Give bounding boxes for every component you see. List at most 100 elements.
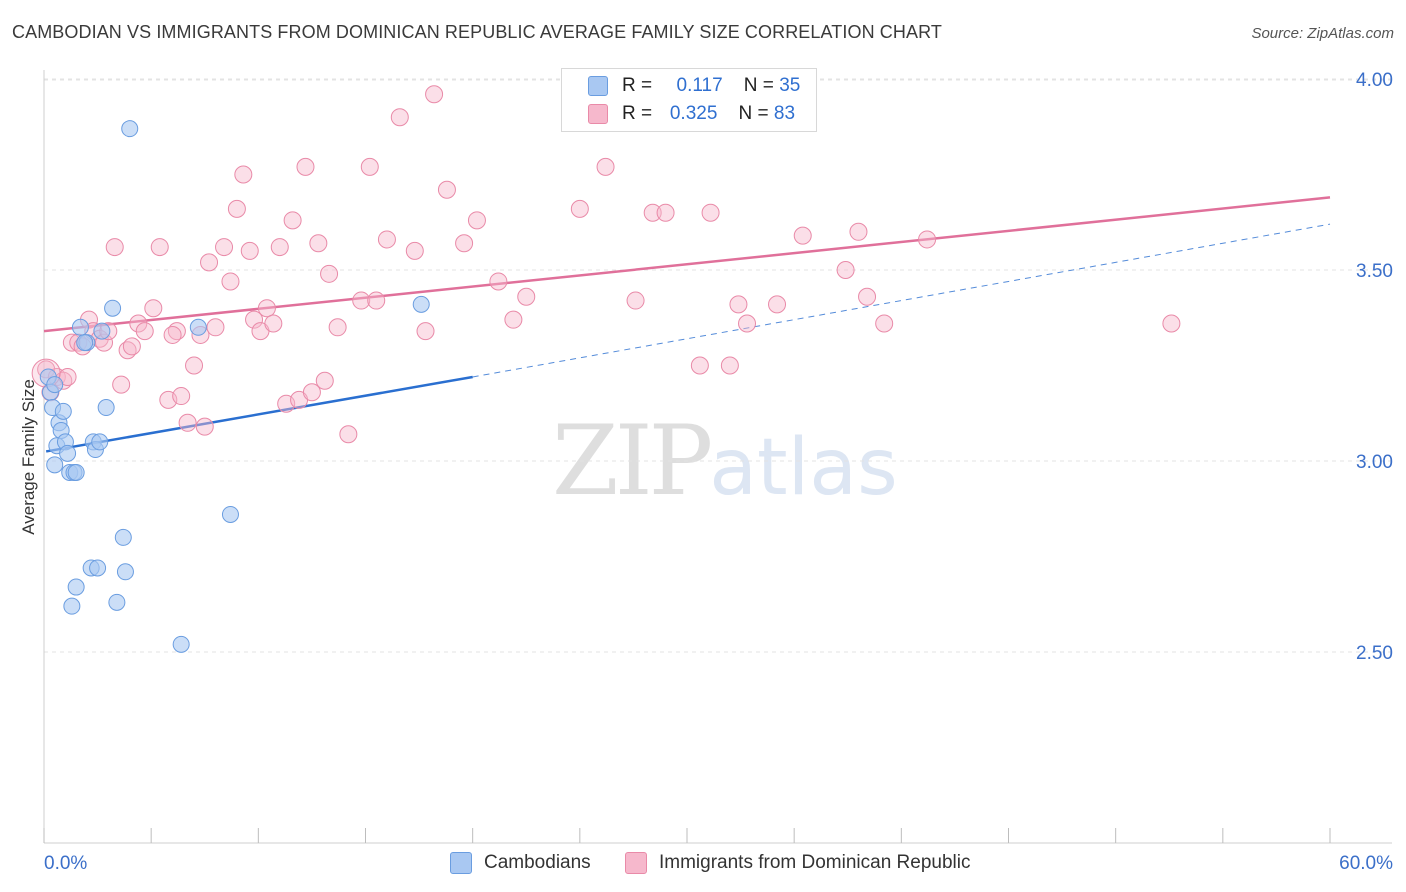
- data-point-cambodian: [63, 597, 81, 615]
- data-point-dominican: [405, 241, 424, 260]
- data-point-cambodian: [67, 578, 85, 596]
- data-point-dominican: [270, 238, 289, 257]
- watermark-atlas: atlas: [709, 423, 898, 513]
- data-point-cambodian: [172, 635, 190, 653]
- legend-r-value: 0.117: [676, 75, 723, 96]
- data-point-dominican: [245, 310, 264, 329]
- data-point-dominican: [178, 413, 197, 432]
- data-point-cambodian: [91, 433, 109, 451]
- data-point-dominican: [163, 325, 182, 344]
- y-tick-label: 2.50: [1356, 643, 1393, 664]
- data-point-cambodian: [189, 318, 207, 336]
- data-point-dominican: [296, 157, 315, 176]
- legend-row-cambodians: R = 0.117 N = 35: [588, 74, 800, 98]
- legend-label-dominican: Immigrants from Dominican Republic: [659, 852, 971, 873]
- legend-label-cambodians: Cambodians: [484, 852, 591, 873]
- data-point-dominican: [729, 295, 748, 314]
- data-point-dominican: [570, 199, 589, 218]
- data-point-dominican: [360, 157, 379, 176]
- data-point-dominican: [264, 314, 283, 333]
- y-tick-label: 4.00: [1356, 70, 1393, 91]
- trend-line-cambodian-extension: [472, 223, 1331, 378]
- data-point-dominican: [112, 375, 131, 394]
- legend-r-label: R =: [622, 103, 653, 124]
- data-point-dominican: [257, 299, 276, 318]
- data-point-dominican: [467, 211, 486, 230]
- y-tick-label: 3.50: [1356, 261, 1393, 282]
- data-point-dominican: [234, 165, 253, 184]
- legend-swatch-cambodians: [450, 852, 472, 874]
- data-point-dominican: [720, 356, 739, 375]
- data-point-dominican: [215, 238, 234, 257]
- legend-item-cambodians[interactable]: Cambodians: [450, 852, 591, 874]
- data-point-cambodian: [46, 376, 64, 394]
- data-point-dominican: [768, 295, 787, 314]
- legend-r-label: R =: [622, 75, 653, 96]
- data-point-dominican: [129, 314, 148, 333]
- data-point-dominican: [437, 180, 456, 199]
- data-point-dominican: [793, 226, 812, 245]
- data-point-dominican: [858, 287, 877, 306]
- data-point-cambodian: [121, 120, 139, 138]
- data-point-dominican: [489, 272, 508, 291]
- source-label: Source: ZipAtlas.com: [1251, 25, 1394, 42]
- x-tick-label: 0.0%: [44, 853, 87, 874]
- gridlines: [44, 78, 1392, 653]
- legend-r-value: 0.325: [669, 103, 718, 124]
- data-point-dominican: [425, 85, 444, 104]
- data-point-dominican: [221, 272, 240, 291]
- trend-line-cambodian: [45, 375, 473, 453]
- data-point-dominican: [918, 230, 937, 249]
- data-point-cambodian: [412, 295, 430, 313]
- data-point-dominican: [315, 371, 334, 390]
- y-axis-label: Average Family Size: [19, 379, 38, 535]
- data-point-cambodian: [46, 456, 64, 474]
- data-point-dominican: [58, 367, 77, 386]
- data-point-cambodian: [89, 559, 107, 577]
- legend-n-value: 35: [779, 75, 801, 96]
- data-point-dominican: [200, 253, 219, 272]
- data-point-dominican: [836, 261, 855, 279]
- legend-item-dominican[interactable]: Immigrants from Dominican Republic: [625, 852, 971, 874]
- legend-n-label: N =: [738, 103, 769, 124]
- data-point-cambodian: [71, 318, 89, 336]
- data-point-dominican: [122, 337, 141, 356]
- data-point-dominican: [875, 314, 894, 333]
- data-point-dominican: [1162, 314, 1181, 333]
- data-point-dominican: [849, 222, 868, 241]
- watermark: ZIPatlas: [552, 405, 898, 517]
- data-point-dominican: [309, 234, 328, 253]
- legend-n-value: 83: [773, 103, 796, 124]
- data-point-dominican: [455, 234, 474, 253]
- x-tick-label: 60.0%: [1339, 853, 1393, 874]
- data-point-dominican: [150, 238, 169, 257]
- data-point-dominican: [144, 299, 163, 318]
- data-point-dominican: [690, 356, 709, 375]
- legend-swatch-pink: [588, 104, 608, 124]
- data-point-dominican: [185, 356, 204, 375]
- data-point-cambodian: [114, 528, 132, 546]
- chart-title: CAMBODIAN VS IMMIGRANTS FROM DOMINICAN R…: [12, 22, 942, 42]
- data-point-dominican: [283, 211, 302, 230]
- data-point-cambodian: [59, 444, 77, 462]
- data-point-dominican: [352, 291, 371, 310]
- data-point-dominican: [390, 108, 409, 127]
- data-point-cambodian: [54, 402, 72, 420]
- correlation-legend: R = 0.117 N = 35 R = 0.325 N = 83: [561, 68, 817, 132]
- data-point-cambodian: [76, 334, 94, 352]
- data-point-cambodian: [116, 563, 134, 581]
- legend-swatch-blue: [588, 76, 608, 96]
- data-point-dominican: [517, 287, 536, 306]
- data-point-dominican: [195, 417, 214, 436]
- data-point-cambodian: [221, 505, 239, 523]
- series-legend: Cambodians Immigrants from Dominican Rep…: [0, 852, 1406, 876]
- data-point-dominican: [738, 314, 757, 333]
- legend-swatch-dominican: [625, 852, 647, 874]
- series-dominican-points: [31, 85, 1181, 444]
- data-point-cambodian: [67, 463, 85, 481]
- data-point-dominican: [172, 387, 191, 406]
- data-point-cambodian: [97, 399, 115, 417]
- data-point-cambodian: [104, 299, 122, 317]
- data-point-dominican: [105, 238, 124, 257]
